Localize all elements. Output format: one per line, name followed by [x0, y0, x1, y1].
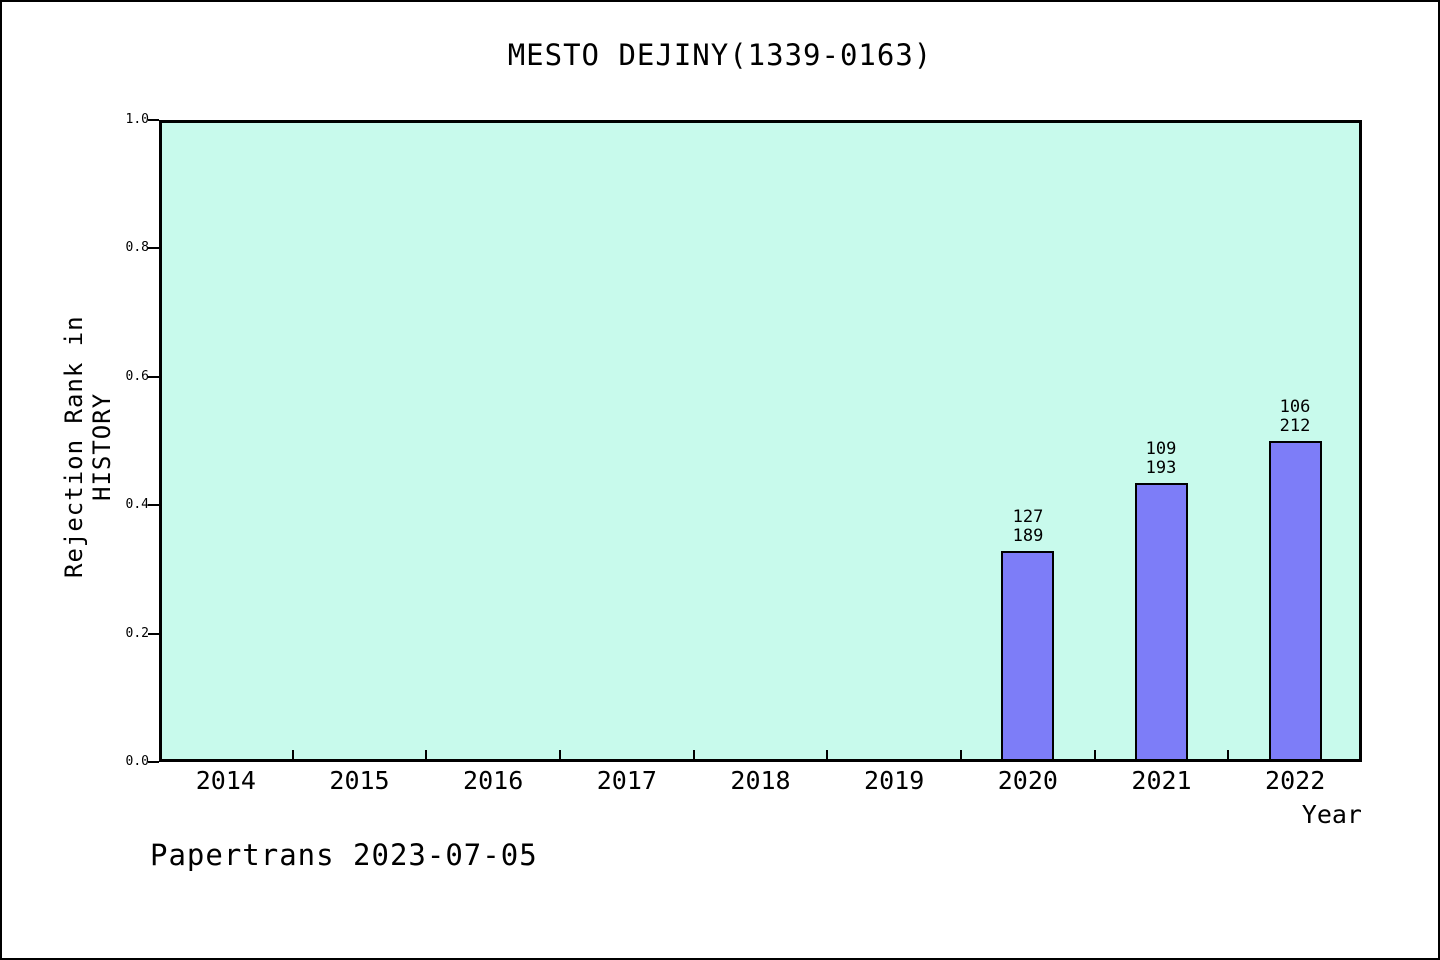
x-tick-label-2015: 2015 — [329, 766, 390, 795]
x-tick-label-2021: 2021 — [1131, 766, 1192, 795]
x-axis-tick — [1227, 750, 1229, 759]
bar-2021 — [1135, 483, 1188, 762]
bar-value-label-2021: 109 193 — [1145, 439, 1177, 478]
x-axis-tick — [826, 750, 828, 759]
x-axis-tick — [960, 750, 962, 759]
y-axis-tick — [148, 119, 159, 121]
y-tick-label-0.0: 0.0 — [125, 754, 149, 769]
y-tick-label-0.6: 0.6 — [125, 369, 149, 384]
x-tick-label-2016: 2016 — [463, 766, 524, 795]
x-axis-tick — [559, 750, 561, 759]
plot-area: 127 189 109 193 106 212 — [159, 120, 1362, 762]
x-tick-label-2022: 2022 — [1265, 766, 1326, 795]
y-tick-label-1.0: 1.0 — [125, 112, 149, 127]
x-tick-label-2019: 2019 — [864, 766, 925, 795]
x-tick-label-2018: 2018 — [730, 766, 791, 795]
y-axis-tick — [148, 247, 159, 249]
y-axis-tick — [148, 633, 159, 635]
x-axis-tick — [1094, 750, 1096, 759]
bar-2020 — [1001, 551, 1054, 762]
x-axis-tick — [693, 750, 695, 759]
bar-value-label-2022: 106 212 — [1279, 397, 1311, 436]
bar-2022 — [1269, 441, 1322, 762]
x-tick-label-2017: 2017 — [596, 766, 657, 795]
chart-title: MESTO DEJINY(1339-0163) — [507, 38, 933, 72]
footer-note: Papertrans 2023-07-05 — [150, 838, 538, 872]
x-tick-label-2020: 2020 — [997, 766, 1058, 795]
y-axis-tick — [148, 504, 159, 506]
y-tick-label-0.4: 0.4 — [125, 497, 149, 512]
y-tick-label-0.2: 0.2 — [125, 626, 149, 641]
x-axis-tick — [292, 750, 294, 759]
y-axis-tick — [148, 761, 159, 763]
y-axis-tick — [148, 376, 159, 378]
y-axis-title: Rejection Rank in HISTORY — [60, 315, 116, 579]
bar-value-label-2020: 127 189 — [1012, 507, 1044, 546]
x-axis-title: Year — [1301, 800, 1362, 829]
y-tick-label-0.8: 0.8 — [125, 240, 149, 255]
x-axis-tick — [425, 750, 427, 759]
x-tick-label-2014: 2014 — [195, 766, 256, 795]
